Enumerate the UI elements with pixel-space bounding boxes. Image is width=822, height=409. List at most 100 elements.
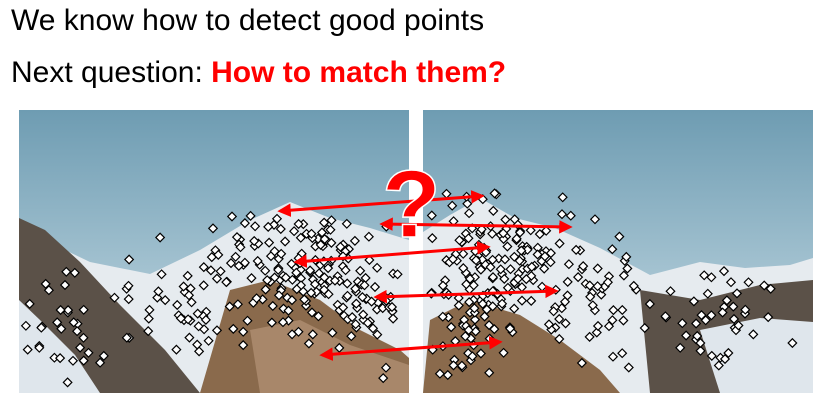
keypoint-marker xyxy=(717,307,728,318)
keypoint-marker xyxy=(479,311,490,322)
keypoint-marker xyxy=(206,252,217,263)
keypoint-marker xyxy=(728,301,739,312)
keypoint-marker xyxy=(329,275,341,286)
keypoint-marker xyxy=(702,288,713,299)
keypoint-marker xyxy=(719,353,731,365)
keypoint-marker xyxy=(665,286,676,297)
keypoint-marker xyxy=(592,281,603,292)
keypoint-marker xyxy=(696,310,707,321)
keypoint-marker xyxy=(144,304,155,315)
keypoint-marker xyxy=(198,262,209,273)
keypoint-marker xyxy=(487,301,498,312)
keypoint-marker xyxy=(347,312,358,323)
keypoint-marker xyxy=(363,231,374,242)
keypoint-marker xyxy=(532,242,543,253)
keypoint-marker xyxy=(78,304,89,315)
title-line-2: Next question: How to match them? xyxy=(11,56,506,90)
keypoint-marker xyxy=(563,259,574,270)
keypoint-marker xyxy=(522,244,533,255)
keypoint-marker xyxy=(539,251,550,262)
keypoint-marker xyxy=(69,267,80,278)
keypoint-marker xyxy=(556,303,567,314)
keypoint-marker xyxy=(526,261,537,272)
keypoint-marker xyxy=(359,280,370,291)
keypoint-marker xyxy=(713,360,724,371)
keypoint-marker xyxy=(388,313,399,324)
keypoint-marker xyxy=(20,320,31,331)
keypoint-marker xyxy=(484,367,495,378)
keypoint-marker xyxy=(246,273,257,284)
keypoint-marker xyxy=(573,272,584,283)
match-arrow xyxy=(379,217,573,234)
keypoint-marker xyxy=(224,301,235,312)
keypoint-marker xyxy=(95,357,106,368)
keypoint-marker xyxy=(733,320,744,331)
keypoint-marker xyxy=(355,265,366,276)
keypoint-marker xyxy=(487,272,499,283)
keypoint-marker xyxy=(706,310,717,321)
keypoint-marker xyxy=(695,345,706,356)
keypoint-marker xyxy=(448,360,459,371)
keypoint-marker xyxy=(155,232,166,243)
keypoint-marker xyxy=(556,209,568,220)
keypoint-marker xyxy=(283,305,294,316)
keypoint-marker xyxy=(306,287,317,298)
keypoint-marker xyxy=(55,353,66,364)
keypoint-marker xyxy=(326,215,337,226)
keypoint-marker xyxy=(251,293,262,304)
keypoint-marker xyxy=(377,303,388,314)
keypoint-marker xyxy=(608,305,619,316)
keypoint-marker xyxy=(437,311,448,322)
keypoint-marker xyxy=(505,323,516,334)
keypoint-marker xyxy=(124,254,135,265)
keypoint-marker xyxy=(728,313,740,325)
keypoint-marker xyxy=(43,285,54,296)
keypoint-marker xyxy=(350,319,361,330)
keypoint-marker xyxy=(319,284,330,295)
keypoint-marker xyxy=(607,351,619,362)
keypoint-marker xyxy=(306,228,317,239)
keypoint-marker xyxy=(171,344,182,355)
keypoint-marker xyxy=(618,270,629,281)
keypoint-marker xyxy=(621,251,632,262)
keypoint-marker xyxy=(235,242,246,253)
keypoint-marker xyxy=(700,315,711,326)
match-arrow xyxy=(277,190,485,217)
keypoint-marker xyxy=(350,283,361,294)
keypoint-marker xyxy=(554,238,565,249)
keypoint-marker xyxy=(718,266,730,277)
keypoint-marker xyxy=(309,279,321,290)
keypoint-marker xyxy=(502,241,513,252)
keypoint-marker xyxy=(192,339,203,350)
keypoint-marker xyxy=(699,270,710,281)
keypoint-marker xyxy=(226,211,238,222)
keypoint-marker xyxy=(211,273,223,284)
keypoint-marker xyxy=(560,318,571,329)
keypoint-marker xyxy=(607,244,618,255)
keypoint-marker xyxy=(516,245,527,256)
keypoint-marker xyxy=(277,317,289,328)
keypoint-marker xyxy=(225,258,237,269)
keypoint-marker xyxy=(386,301,398,313)
keypoint-marker xyxy=(614,231,625,242)
keypoint-marker xyxy=(787,337,798,349)
keypoint-marker xyxy=(313,311,324,322)
keypoint-marker xyxy=(495,264,506,275)
keypoint-marker xyxy=(22,344,33,355)
keypoint-marker xyxy=(160,295,171,306)
keypoint-marker xyxy=(499,273,510,284)
keypoint-marker xyxy=(59,279,71,291)
keypoint-marker xyxy=(249,235,260,247)
keypoint-marker xyxy=(233,260,244,271)
keypoint-marker xyxy=(617,304,628,316)
keypoint-marker xyxy=(351,298,362,309)
keypoint-marker xyxy=(228,323,239,334)
keypoint-marker xyxy=(61,266,72,277)
keypoint-marker xyxy=(250,221,261,232)
keypoint-marker xyxy=(123,280,134,291)
keypoint-marker xyxy=(743,277,754,288)
keypoint-marker xyxy=(342,278,353,289)
keypoint-marker xyxy=(24,298,35,309)
keypoint-marker xyxy=(295,232,306,243)
question-mark-icon: ? xyxy=(382,151,441,258)
